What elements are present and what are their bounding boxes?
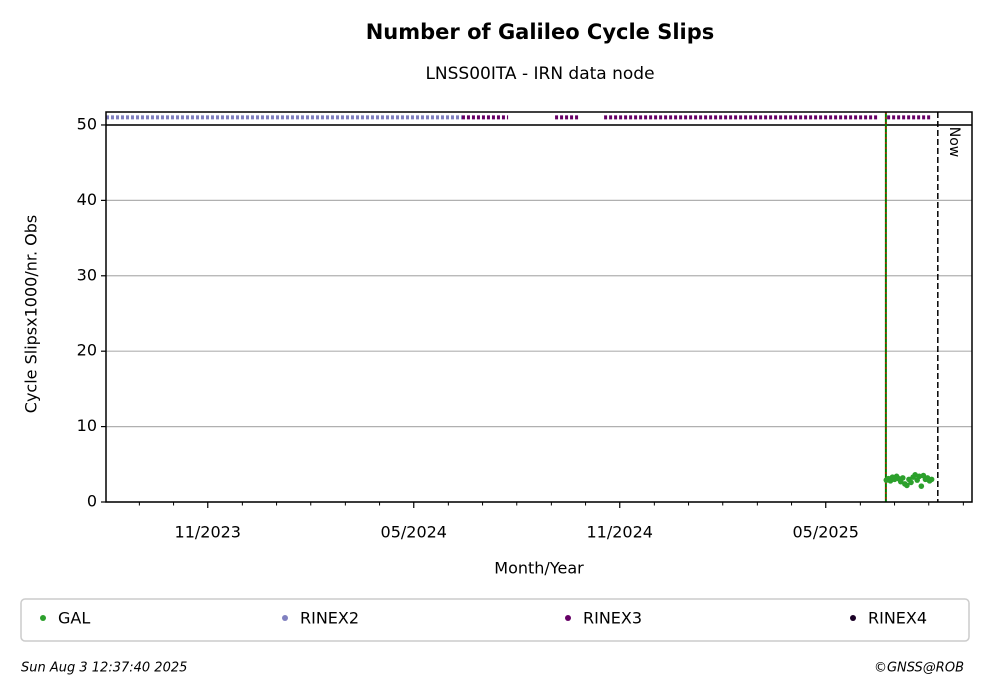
x-axis-label: Month/Year	[494, 559, 584, 578]
y-tick-label: 20	[77, 341, 97, 360]
legend-label: RINEX4	[868, 609, 927, 628]
legend-marker	[565, 615, 571, 621]
x-tick-label: 05/2025	[793, 523, 859, 542]
legend-marker	[282, 615, 288, 621]
legend-marker	[40, 615, 46, 621]
plot-frame	[105, 111, 973, 503]
y-tick-label: 30	[77, 265, 97, 284]
chart-title: Number of Galileo Cycle Slips	[366, 20, 715, 44]
legend-marker	[850, 615, 856, 621]
legend-label: RINEX2	[300, 609, 359, 628]
data-point	[908, 479, 914, 486]
data-point	[918, 483, 925, 489]
x-tick-label: 11/2023	[175, 523, 241, 542]
x-tick-label: 11/2024	[587, 523, 653, 542]
data-point	[928, 476, 935, 483]
data-point	[904, 482, 910, 489]
legend-label: RINEX3	[583, 609, 642, 628]
y-tick-label: 40	[77, 190, 97, 209]
y-tick-label: 50	[77, 114, 97, 133]
chart-subtitle: LNSS00ITA - IRN data node	[425, 64, 654, 84]
footer-credit: ©GNSS@ROB	[874, 661, 964, 676]
legend-box	[20, 598, 970, 642]
x-tick-label: 05/2024	[381, 523, 447, 542]
now-label: Now	[946, 127, 962, 158]
y-tick-label: 0	[87, 492, 97, 511]
data-point	[899, 475, 906, 481]
legend-label: GAL	[58, 609, 90, 628]
y-axis-label: Cycle Slipsx1000/nr. Obs	[22, 215, 41, 413]
y-tick-label: 10	[77, 416, 97, 435]
footer-date: Sun Aug 3 12:37:40 2025	[21, 661, 187, 676]
